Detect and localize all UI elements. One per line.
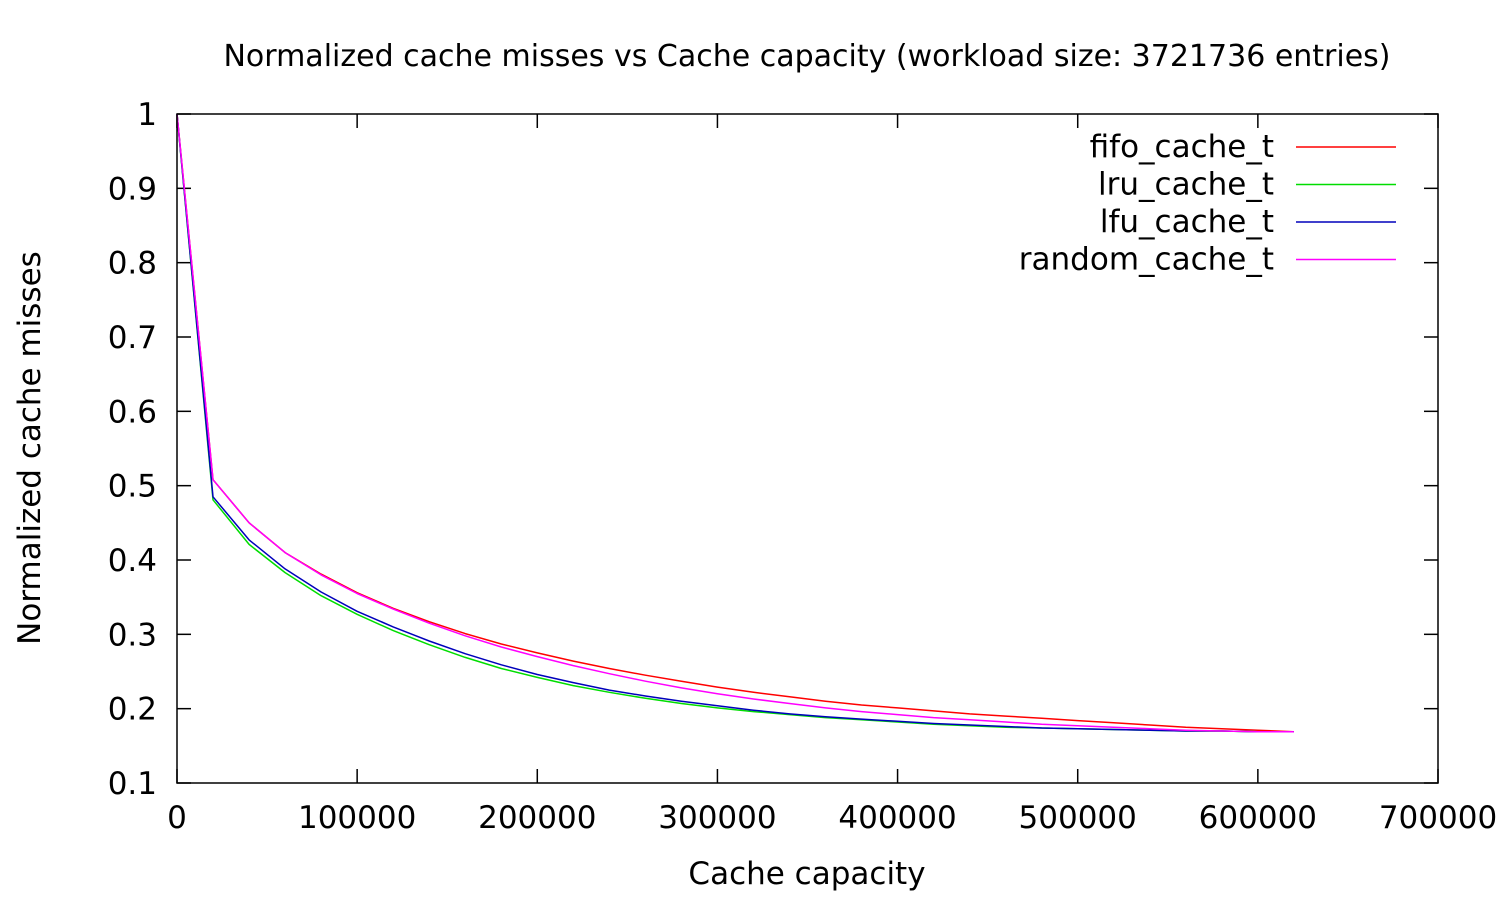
x-tick-label: 400000 (838, 800, 956, 836)
y-tick-label: 0.2 (108, 692, 157, 728)
x-tick-label: 100000 (298, 800, 416, 836)
x-tick-label: 300000 (658, 800, 776, 836)
plot-frame (176, 113, 1439, 784)
axis-ticks: 0 100000 200000 300000 400000 500000 600000 700… (108, 97, 1497, 836)
y-tick-label: 0.6 (108, 394, 157, 430)
legend-label-lfu-cache-t: lfu_cache_t (1100, 204, 1274, 240)
legend: fifo_cache_tlru_cache_tlfu_cache_trandom… (1019, 129, 1396, 278)
legend-label-lru-cache-t: lru_cache_t (1098, 167, 1274, 203)
x-tick-label: 700000 (1379, 800, 1497, 836)
x-tick-label: 600000 (1199, 800, 1317, 836)
y-tick-label: 1 (137, 97, 157, 133)
x-tick-label: 200000 (478, 800, 596, 836)
x-axis-label: Cache capacity (688, 856, 925, 892)
series-lines (176, 113, 1294, 733)
legend-label-fifo-cache-t: fifo_cache_t (1090, 129, 1274, 165)
y-tick-label: 0.1 (108, 766, 157, 802)
y-tick-label: 0.7 (108, 320, 157, 356)
x-tick-label: 0 (167, 800, 187, 836)
y-tick-label: 0.3 (108, 617, 157, 653)
x-tick-label: 500000 (1019, 800, 1137, 836)
y-tick-label: 0.4 (108, 543, 157, 579)
series-line-random-cache-t (176, 113, 1294, 733)
y-axis-label: Normalized cache misses (12, 251, 48, 645)
y-tick-label: 0.9 (108, 171, 157, 207)
y-tick-label: 0.8 (108, 246, 157, 282)
chart-title: Normalized cache misses vs Cache capacit… (223, 39, 1390, 74)
series-line-lfu-cache-t (176, 113, 1294, 733)
legend-label-random-cache-t: random_cache_t (1019, 242, 1274, 278)
y-tick-label: 0.5 (108, 469, 157, 505)
